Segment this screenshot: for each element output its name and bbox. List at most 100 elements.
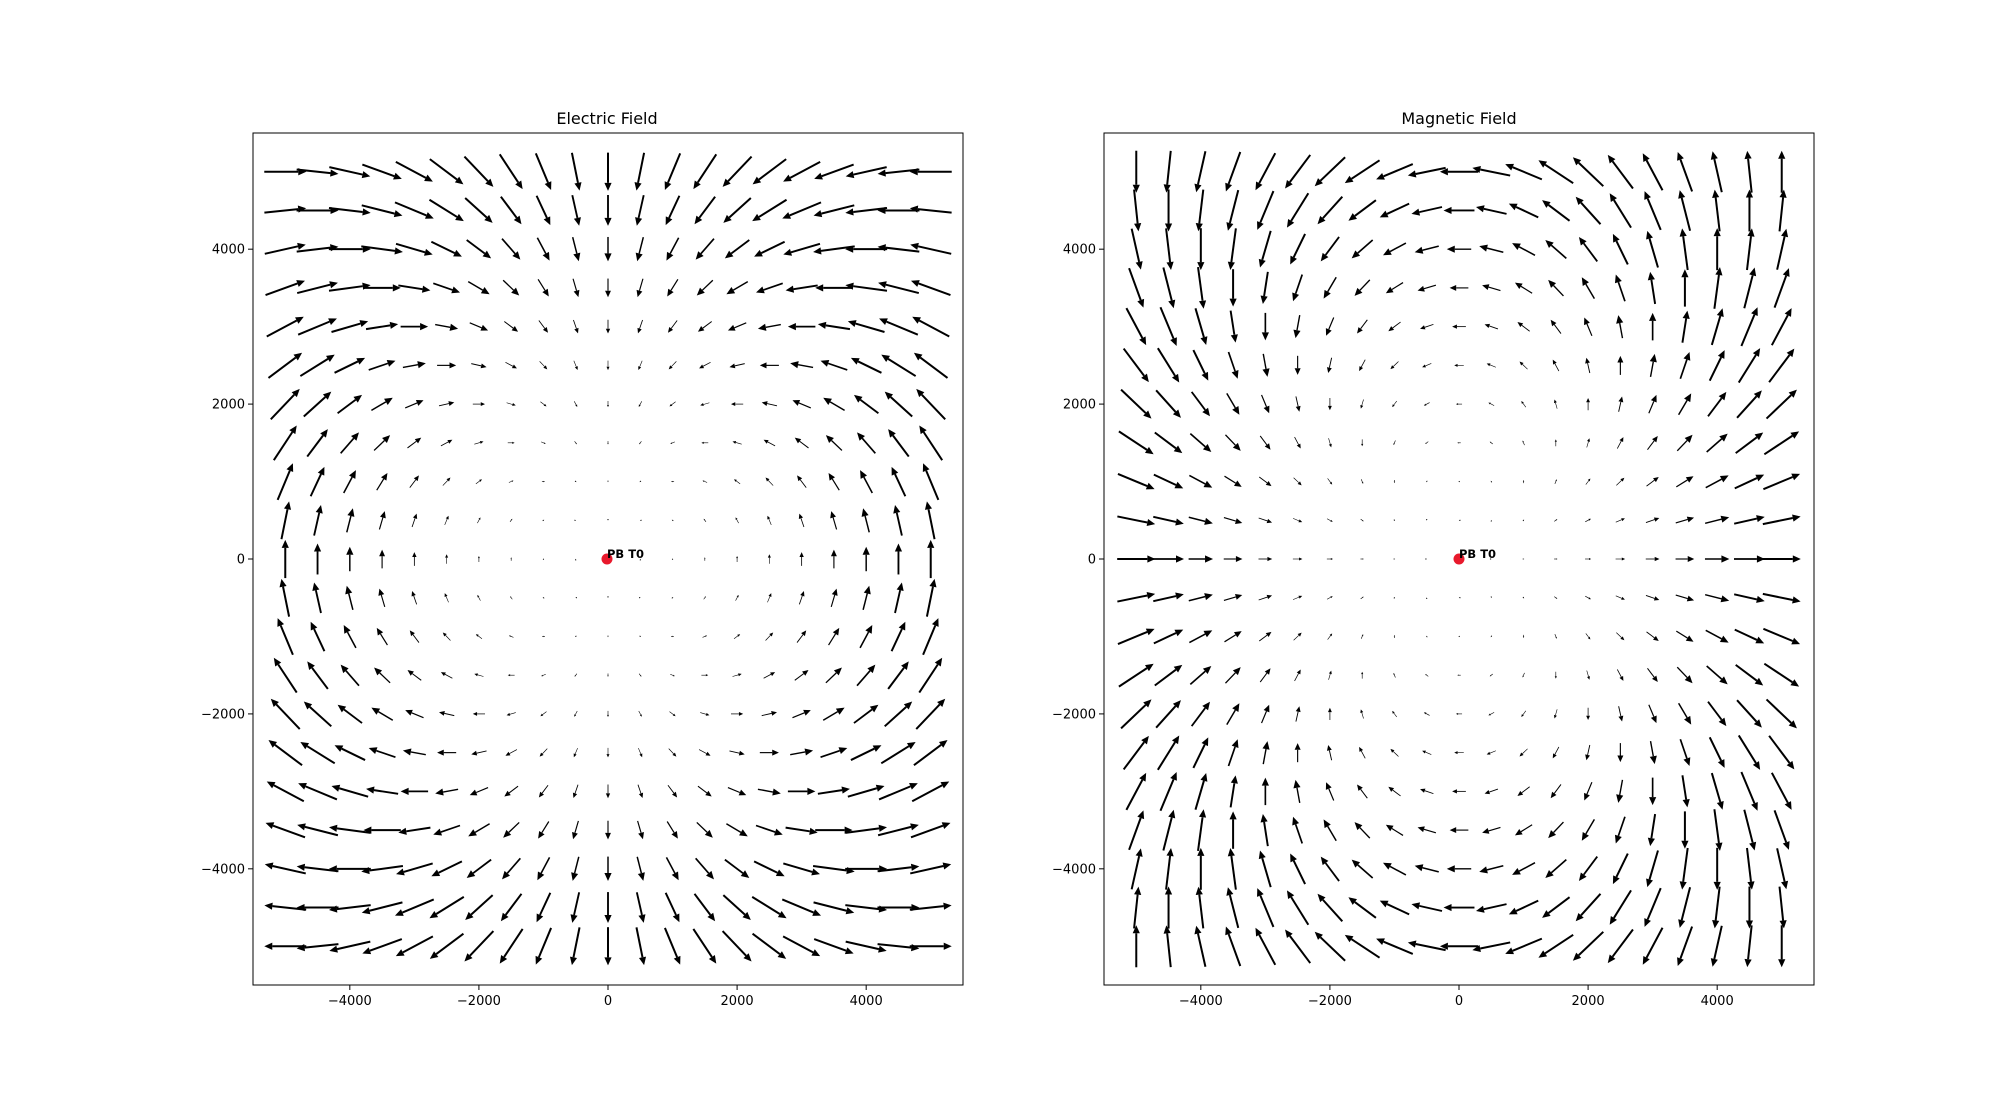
field-arrow: [435, 323, 459, 331]
field-arrow: [313, 505, 323, 536]
field-arrow: [1586, 670, 1590, 680]
field-arrow: [307, 661, 329, 690]
field-arrow: [313, 543, 322, 575]
field-arrow: [1644, 887, 1662, 927]
field-arrow: [1223, 556, 1243, 562]
field-arrow: [468, 823, 490, 837]
field-arrow: [1647, 435, 1658, 451]
field-arrow: [1776, 228, 1789, 270]
field-arrow: [500, 893, 523, 922]
field-arrow: [1292, 595, 1303, 600]
field-arrow: [1584, 317, 1593, 337]
field-arrow: [1314, 931, 1346, 962]
field-arrow: [542, 558, 545, 560]
field-arrow: [1286, 192, 1310, 228]
field-arrow: [1326, 518, 1333, 522]
field-arrow: [1130, 228, 1143, 270]
field-arrow: [371, 707, 394, 721]
field-arrow: [1489, 441, 1493, 445]
field-arrow: [792, 400, 812, 409]
field-arrow: [703, 518, 707, 522]
field-arrow: [1713, 847, 1721, 890]
field-arrow: [535, 195, 551, 226]
field-arrow: [411, 591, 418, 605]
field-arrow: [1733, 515, 1765, 525]
field-arrow: [266, 316, 304, 338]
field-arrow: [697, 785, 712, 797]
field-arrow: [477, 594, 481, 601]
field-arrow: [735, 517, 739, 524]
field-arrow: [1320, 236, 1340, 262]
field-arrow: [1414, 864, 1439, 873]
field-arrow: [1675, 516, 1695, 524]
field-arrow: [1388, 321, 1401, 332]
field-arrow: [1472, 165, 1511, 177]
field-arrow: [1393, 596, 1396, 599]
field-arrow: [498, 153, 523, 190]
field-arrow: [1616, 632, 1625, 641]
field-arrow: [1195, 886, 1205, 929]
field-arrow: [329, 166, 371, 179]
field-arrow: [280, 501, 292, 540]
field-arrow: [363, 826, 401, 834]
field-arrow: [1188, 516, 1213, 525]
field-arrow: [703, 596, 706, 600]
field-arrow: [1645, 595, 1660, 601]
field-arrow: [915, 698, 946, 730]
field-arrow: [331, 320, 369, 333]
x-tick-label: 4000: [850, 994, 883, 1009]
field-arrow: [571, 236, 581, 262]
field-arrow: [891, 466, 907, 497]
field-arrow: [1519, 361, 1528, 370]
field-arrow: [1649, 312, 1657, 341]
field-arrow: [1522, 440, 1525, 446]
field-arrow: [1522, 634, 1525, 638]
field-arrow: [1616, 437, 1624, 449]
y-tick-label: 4000: [212, 243, 245, 258]
field-arrow: [663, 927, 681, 965]
field-arrow: [635, 892, 646, 923]
field-arrow: [1488, 402, 1495, 406]
field-arrow: [1155, 700, 1181, 729]
field-arrow: [751, 932, 787, 959]
field-arrow: [1554, 558, 1558, 560]
field-arrow: [1458, 597, 1461, 599]
field-arrow: [794, 670, 809, 681]
field-arrow: [1117, 591, 1156, 603]
field-arrow: [298, 783, 338, 801]
field-arrow: [668, 361, 677, 370]
x-tick-label: 4000: [1701, 994, 1734, 1009]
field-arrow: [1255, 927, 1277, 966]
field-arrow: [268, 740, 303, 767]
field-arrow: [1393, 672, 1396, 678]
field-arrow: [329, 940, 371, 953]
field-arrow: [1165, 228, 1174, 271]
field-arrow: [847, 784, 885, 798]
field-arrow: [877, 863, 920, 873]
field-arrow: [1762, 555, 1801, 563]
field-arrow: [820, 747, 848, 759]
field-arrow: [1351, 859, 1374, 879]
field-arrow: [1357, 319, 1368, 334]
field-arrow: [1616, 315, 1624, 339]
field-arrow: [1586, 438, 1590, 448]
field-arrow: [1678, 190, 1692, 232]
field-arrow: [412, 552, 417, 566]
field-arrow: [1705, 629, 1729, 643]
x-tick-label: −2000: [457, 994, 501, 1009]
field-arrow: [884, 391, 913, 418]
field-arrow: [1649, 353, 1657, 377]
field-arrow: [726, 823, 748, 837]
field-arrow: [1615, 595, 1625, 600]
field-arrow: [911, 781, 950, 803]
field-arrow: [1323, 819, 1337, 842]
field-arrow: [763, 439, 776, 447]
field-arrow: [395, 935, 434, 957]
field-arrow: [604, 152, 612, 191]
field-arrow: [471, 750, 487, 756]
field-arrow: [1554, 596, 1558, 599]
field-arrow: [767, 593, 772, 603]
field-arrow: [331, 784, 369, 798]
field-arrow: [1326, 558, 1333, 560]
field-arrow: [1476, 903, 1507, 913]
